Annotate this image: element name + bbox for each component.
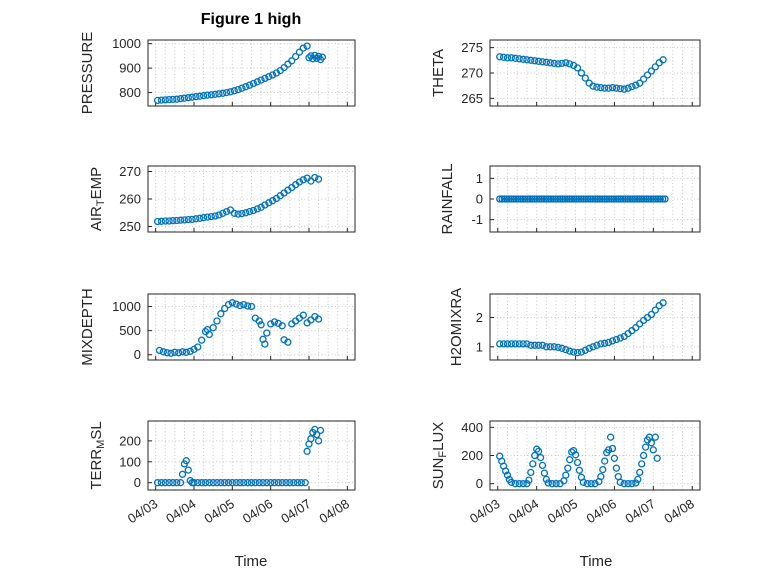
axes-box (147, 420, 356, 491)
tick-marks (490, 426, 693, 490)
svg-text:04/07: 04/07 (278, 496, 313, 526)
x-tick-labels: 04/03 04/04 04/05 04/06 04/07 04/08 (467, 496, 697, 526)
y-tick-labels: -1 0 1 (471, 171, 483, 227)
svg-text:400: 400 (461, 420, 483, 435)
svg-text:200: 200 (461, 448, 483, 463)
svg-text:04/04: 04/04 (163, 496, 198, 526)
tick-marks (148, 440, 348, 490)
data-points-mixdepth (155, 299, 323, 357)
svg-text:270: 270 (119, 164, 141, 179)
axes-box (147, 293, 356, 361)
data-points-rainfall (496, 195, 669, 203)
y-tick-labels: 800 900 1000 (112, 36, 141, 100)
svg-text:0: 0 (134, 347, 141, 362)
grid (490, 40, 700, 106)
y-tick-labels: 250 260 270 (119, 164, 141, 234)
y-axis-label-sunflux: SUNFLUX (430, 422, 449, 490)
svg-text:04/06: 04/06 (240, 496, 275, 526)
x-axis-label-left: Time (234, 553, 268, 570)
svg-text:04/08: 04/08 (317, 496, 352, 526)
svg-text:0: 0 (476, 476, 483, 491)
figure-title: Figure 1 high (200, 11, 302, 28)
y-tick-labels: 12 (476, 310, 483, 354)
svg-text:1000: 1000 (112, 299, 141, 314)
tick-marks (148, 171, 348, 232)
svg-text:04/03: 04/03 (125, 496, 160, 526)
data-points-sunflux (496, 433, 661, 488)
axes-box (489, 293, 701, 361)
grid (148, 166, 355, 232)
x-axis-label-right: Time (579, 553, 613, 570)
subplot-rainfall: -1 0 1 RAINFALL (439, 164, 701, 235)
y-axis-label-mixdepth: MIXDEPTH (79, 288, 96, 366)
tick-marks (490, 316, 693, 360)
data-points-terrmsl (153, 425, 325, 487)
svg-text:900: 900 (119, 61, 141, 76)
svg-text:04/04: 04/04 (506, 496, 541, 526)
y-axis-label-theta: THETA (430, 49, 447, 97)
y-tick-labels: 265 270 275 (461, 40, 483, 106)
svg-text:265: 265 (461, 91, 483, 106)
svg-text:0: 0 (476, 192, 483, 207)
svg-text:04/03: 04/03 (467, 496, 502, 526)
y-tick-labels: 0 100 200 (119, 433, 141, 490)
data-points-airtemp (153, 173, 323, 226)
svg-text:1: 1 (476, 339, 483, 354)
svg-text:260: 260 (119, 192, 141, 207)
y-axis-label-terrmsl: TERRMSL (88, 421, 107, 489)
subplot-pressure: 800 900 1000 PRESSURE (79, 32, 356, 115)
y-tick-labels: 0 500 1000 (112, 299, 141, 362)
axes-box (147, 39, 356, 107)
svg-text:2: 2 (476, 310, 483, 325)
svg-text:1000: 1000 (112, 36, 141, 51)
svg-text:04/05: 04/05 (202, 496, 237, 526)
y-axis-label-rainfall: RAINFALL (439, 164, 456, 235)
y-tick-labels: 0 200 400 (461, 420, 483, 491)
y-axis-label-airtemp: AIRTEMP (88, 167, 107, 231)
svg-text:-1: -1 (471, 212, 483, 227)
tick-marks (490, 47, 693, 106)
svg-text:500: 500 (119, 323, 141, 338)
subplot-airtemp: 250 260 270 AIRTEMP (88, 164, 356, 234)
y-axis-label-pressure: PRESSURE (79, 32, 96, 115)
data-points-theta (496, 53, 667, 93)
grid (490, 294, 700, 360)
x-tick-labels: 04/03 04/04 04/05 04/06 04/07 04/08 (125, 496, 352, 526)
svg-text:04/07: 04/07 (623, 496, 658, 526)
svg-text:04/08: 04/08 (661, 496, 696, 526)
svg-text:1: 1 (476, 171, 483, 186)
svg-text:0: 0 (134, 475, 141, 490)
tick-marks (490, 177, 693, 232)
data-points-h2omixra (496, 299, 667, 357)
svg-text:04/05: 04/05 (545, 496, 580, 526)
svg-text:200: 200 (119, 433, 141, 448)
svg-text:04/06: 04/06 (584, 496, 619, 526)
svg-text:250: 250 (119, 219, 141, 234)
grid (148, 40, 355, 106)
svg-text:100: 100 (119, 454, 141, 469)
y-axis-label-h2omixra: H2OMIXRA (448, 288, 465, 366)
tick-marks (148, 43, 348, 106)
grid (490, 166, 700, 232)
svg-text:270: 270 (461, 66, 483, 81)
tick-marks (148, 306, 348, 360)
grid (490, 421, 700, 490)
subplot-theta: 265 270 275 THETA (430, 39, 701, 107)
svg-text:800: 800 (119, 85, 141, 100)
subplot-mixdepth: 0 500 1000 MIXDEPTH (79, 288, 356, 366)
data-points-pressure (153, 42, 327, 105)
svg-text:275: 275 (461, 40, 483, 55)
